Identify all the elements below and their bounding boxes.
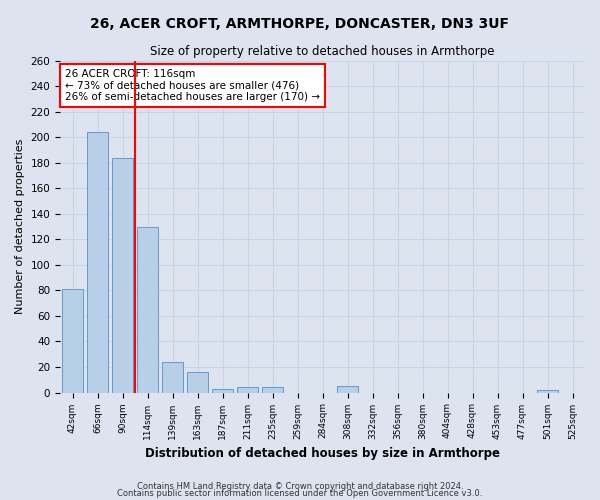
Bar — [187, 372, 208, 392]
Y-axis label: Number of detached properties: Number of detached properties — [15, 139, 25, 314]
Bar — [212, 388, 233, 392]
Text: 26, ACER CROFT, ARMTHORPE, DONCASTER, DN3 3UF: 26, ACER CROFT, ARMTHORPE, DONCASTER, DN… — [91, 18, 509, 32]
Bar — [162, 362, 183, 392]
Bar — [62, 289, 83, 393]
Bar — [237, 388, 258, 392]
X-axis label: Distribution of detached houses by size in Armthorpe: Distribution of detached houses by size … — [145, 447, 500, 460]
Text: Contains HM Land Registry data © Crown copyright and database right 2024.: Contains HM Land Registry data © Crown c… — [137, 482, 463, 491]
Bar — [262, 388, 283, 392]
Title: Size of property relative to detached houses in Armthorpe: Size of property relative to detached ho… — [150, 45, 495, 58]
Bar — [87, 132, 108, 392]
Text: Contains public sector information licensed under the Open Government Licence v3: Contains public sector information licen… — [118, 489, 482, 498]
Bar — [537, 390, 558, 392]
Text: 26 ACER CROFT: 116sqm
← 73% of detached houses are smaller (476)
26% of semi-det: 26 ACER CROFT: 116sqm ← 73% of detached … — [65, 69, 320, 102]
Bar — [337, 386, 358, 392]
Bar — [137, 226, 158, 392]
Bar — [112, 158, 133, 392]
